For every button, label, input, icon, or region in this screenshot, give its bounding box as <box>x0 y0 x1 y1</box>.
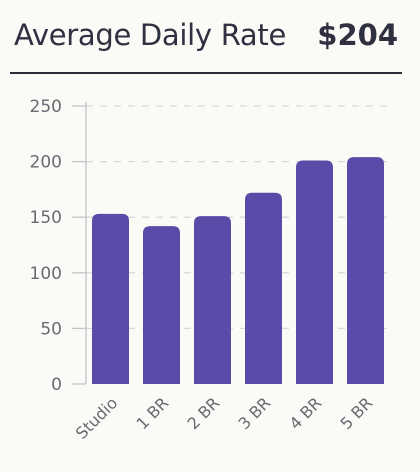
y-tick-label: 200 <box>30 153 62 173</box>
y-tick-label: 0 <box>51 375 62 395</box>
y-tick-label: 250 <box>30 97 62 117</box>
bar-2-br <box>194 216 231 384</box>
y-tick-label: 50 <box>40 319 62 339</box>
y-tick-label: 100 <box>30 264 62 284</box>
y-tick-label: 150 <box>30 208 62 228</box>
bar-5-br <box>347 157 384 384</box>
x-tick-label: 5 BR <box>336 393 376 433</box>
x-tick-label: Studio <box>72 393 121 442</box>
x-tick-label: 3 BR <box>234 393 274 433</box>
bar-studio <box>92 213 129 384</box>
card-header: Average Daily Rate $204 <box>10 16 402 74</box>
card-title: Average Daily Rate <box>14 18 286 52</box>
bar-4-br <box>296 160 333 384</box>
bar-3-br <box>245 192 282 384</box>
bar-1-br <box>143 226 180 384</box>
x-tick-label: 2 BR <box>183 393 223 433</box>
x-tick-label: 1 BR <box>132 393 172 433</box>
x-tick-label: 4 BR <box>285 393 325 433</box>
headline-value: $204 <box>317 18 398 52</box>
